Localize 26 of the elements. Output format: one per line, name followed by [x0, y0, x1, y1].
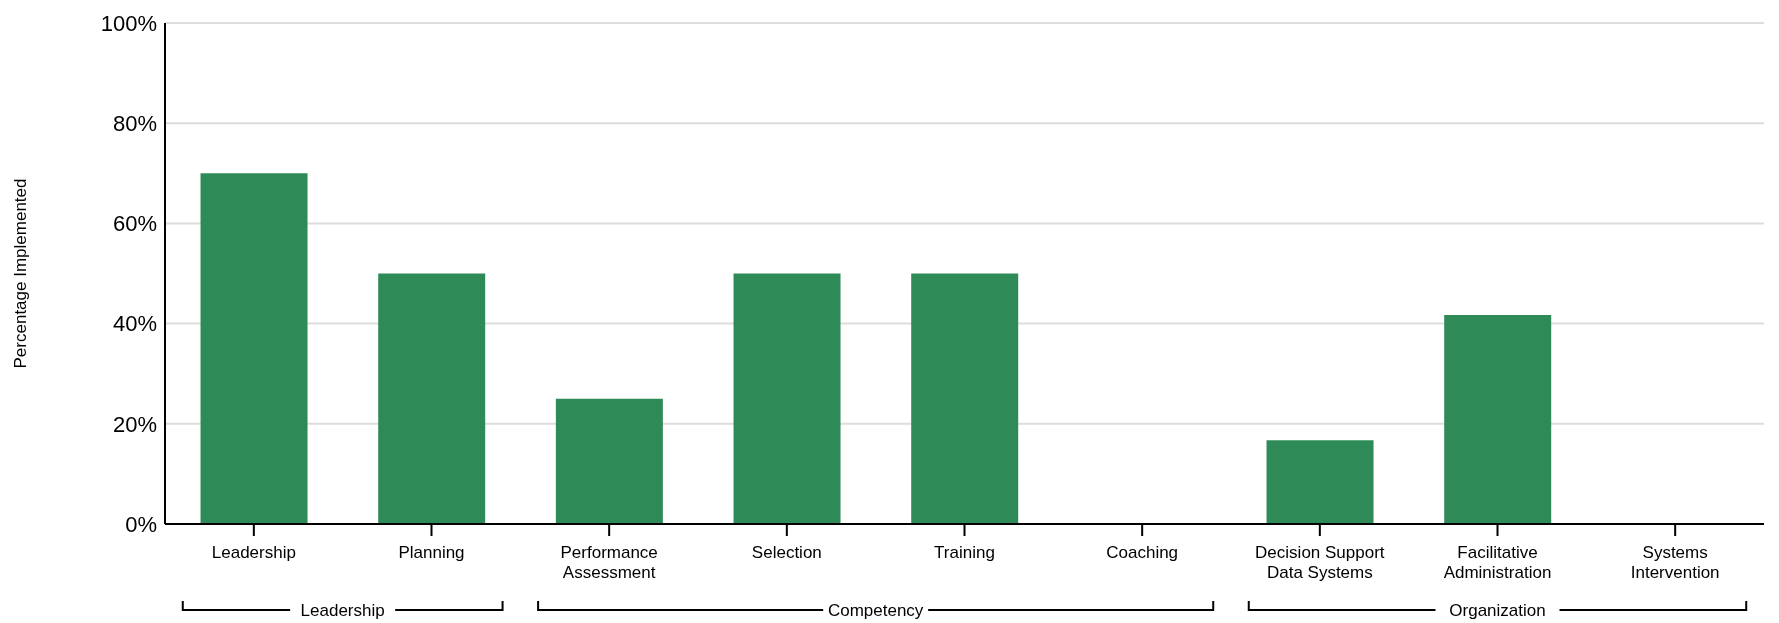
bar: [200, 173, 308, 524]
y-tick-label: 100%: [100, 10, 157, 36]
bar: [1444, 315, 1552, 524]
y-axis-title: Percentage Implemented: [11, 178, 31, 369]
x-tick-label: Planning: [398, 543, 465, 562]
y-tick-label: 40%: [112, 311, 157, 337]
x-tick-label: Facilitative Administration: [1443, 543, 1552, 582]
x-tick-label: Leadership: [211, 543, 296, 562]
x-tick-label: Selection: [751, 543, 822, 562]
bar: [378, 273, 486, 524]
y-tick-label: 80%: [112, 111, 157, 137]
x-tick-label: Training: [934, 543, 995, 562]
x-tick-label: Performance Assessment: [560, 543, 658, 582]
bar: [733, 273, 841, 524]
x-tick-label: Coaching: [1106, 543, 1179, 562]
text: Leadership: [300, 601, 385, 620]
x-tick-label: Decision Support Data Systems: [1255, 543, 1385, 582]
text: Competency: [827, 601, 924, 620]
bar: [911, 273, 1019, 524]
y-tick-label: 0%: [125, 511, 157, 537]
bar: [555, 398, 663, 524]
x-tick-label: Systems Intervention: [1630, 543, 1720, 582]
text: Organization: [1449, 601, 1546, 620]
y-tick-label: 20%: [112, 411, 157, 437]
bar: [1266, 440, 1374, 524]
y-tick-label: 60%: [112, 211, 157, 237]
